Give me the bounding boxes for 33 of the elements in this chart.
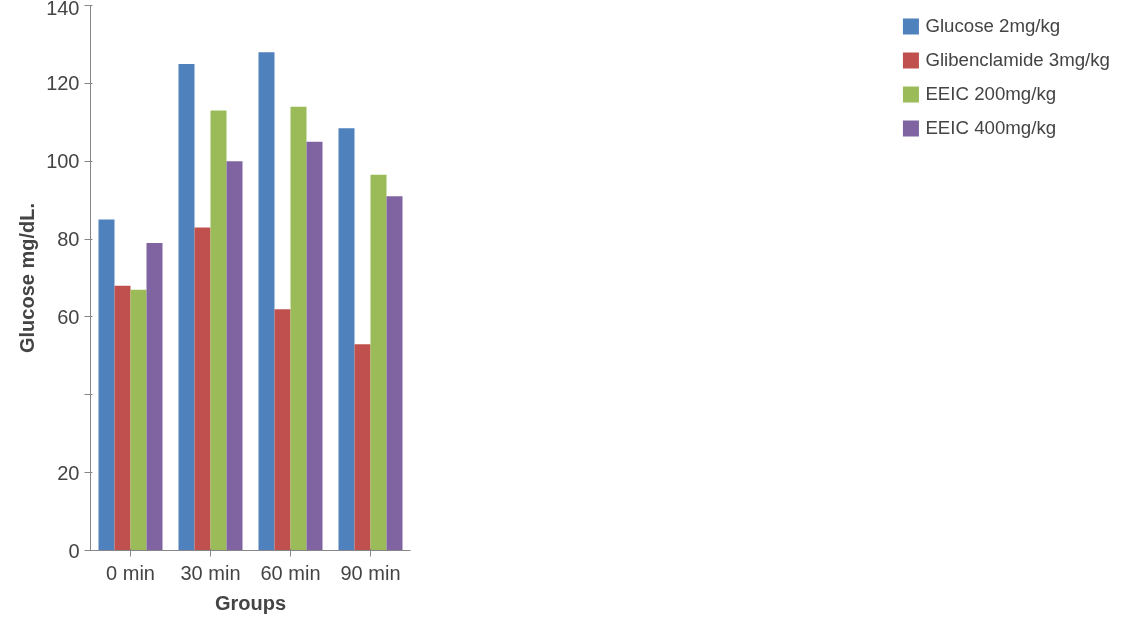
y-tick-label: 120: [46, 72, 80, 95]
bar: [290, 106, 307, 551]
bar: [258, 52, 275, 551]
x-axis-title: Groups: [214, 591, 287, 614]
y-tick-label: 140: [46, 0, 80, 19]
bar: [98, 219, 115, 551]
bar: [130, 289, 147, 551]
x-tick-label: 60 min: [260, 561, 321, 584]
y-tick-label: 0: [68, 539, 80, 562]
y-tick-label: 80: [57, 228, 80, 251]
bar: [370, 174, 387, 551]
y-tick-label: 60: [57, 305, 80, 328]
bar: [338, 128, 355, 551]
bar: [114, 285, 131, 551]
bar: [274, 309, 291, 551]
legend-label: EEIC 200mg/kg: [925, 83, 1057, 105]
bar: [386, 196, 403, 551]
x-tick-label: 30 min: [180, 561, 241, 584]
x-tick-label: 0 min: [106, 561, 155, 584]
bar: [194, 227, 211, 551]
bar: [210, 110, 227, 551]
legend-label: EEIC 400mg/kg: [925, 117, 1057, 139]
x-tick-label: 90 min: [340, 561, 401, 584]
bar: [354, 344, 371, 551]
y-tick-label: 20: [57, 461, 80, 484]
bar: [226, 161, 243, 551]
bar: [178, 63, 195, 551]
y-tick-label: 100: [46, 150, 80, 173]
legend-label: Glucose 2mg/kg: [925, 15, 1061, 37]
bar: [306, 141, 323, 551]
bar: [146, 242, 163, 551]
y-axis-title: Glucose mg/dL.: [16, 202, 39, 354]
legend-label: Glibenclamide 3mg/kg: [925, 49, 1110, 71]
